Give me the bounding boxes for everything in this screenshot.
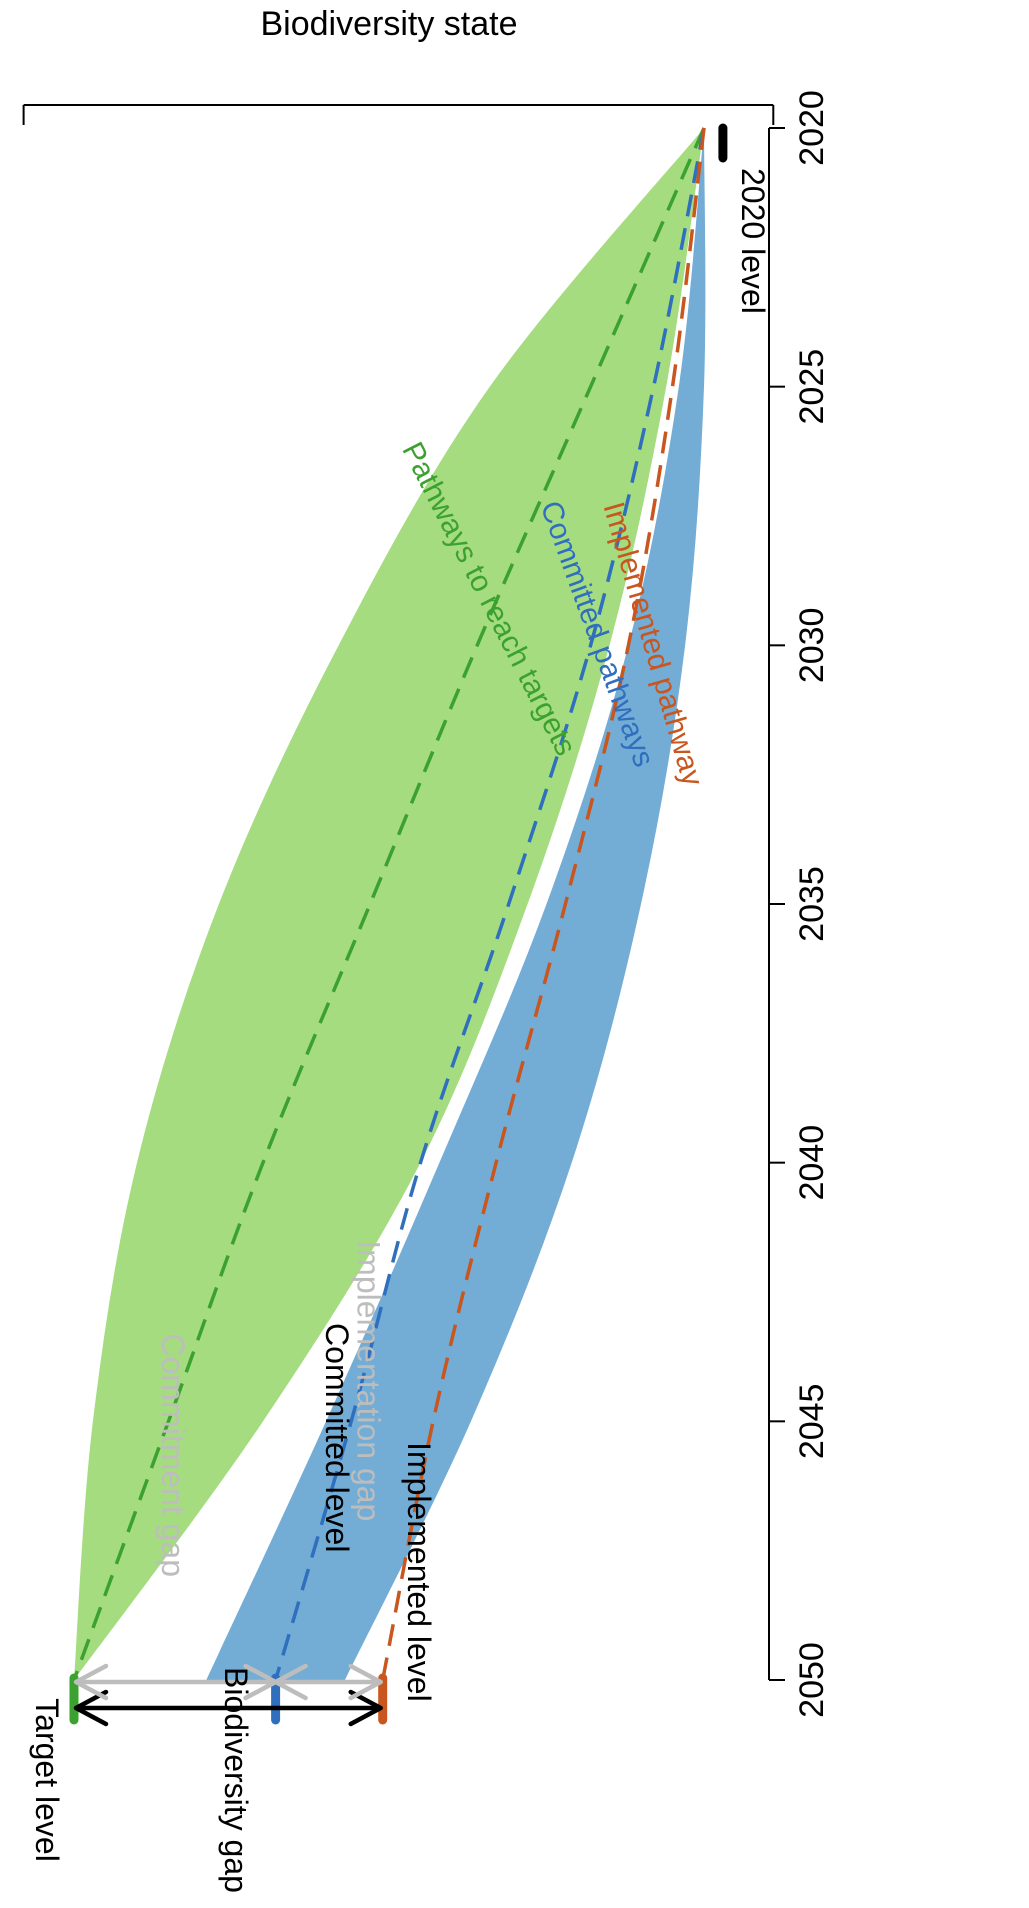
x-tick-label-2020: 2020 (793, 90, 831, 166)
implementation-gap-arrowhead-top (273, 1663, 308, 1701)
committed-pathway-line (273, 127, 706, 1681)
x-tick-label-2035: 2035 (793, 866, 831, 942)
lines-layer (72, 127, 706, 1681)
committed-band (206, 128, 706, 1680)
x-tick-label-2040: 2040 (793, 1125, 831, 1201)
biodiversity-gap-label: Biodiversity gap (218, 1667, 254, 1893)
x-tick-label-2050: 2050 (793, 1642, 831, 1718)
y-axis-label: Biodiversity state (261, 5, 518, 43)
biodiversity-gap-arrowhead-top (73, 1689, 109, 1727)
committed-level-label: Committed level (319, 1323, 355, 1552)
x-tick-label-2025: 2025 (793, 349, 831, 425)
biodiversity-gap-arrowhead-bottom (348, 1689, 383, 1727)
target-level-label: Target level (29, 1698, 65, 1862)
targets-band (74, 128, 704, 1680)
bands-layer (74, 128, 706, 1680)
x-tick-label-2045: 2045 (793, 1384, 831, 1460)
commitment-gap-arrowhead-top (73, 1663, 109, 1701)
level-markers-layer (69, 123, 728, 1725)
commitment-gap-label: Commitment gap (155, 1333, 191, 1577)
target-pathway-line (72, 127, 706, 1681)
implemented-level-label: Implemented level (401, 1442, 437, 1702)
gap-arrows-layer (73, 1663, 383, 1727)
baseline-level-label: 2020 level (735, 168, 771, 314)
implementation-gap-label: Implementation gap (351, 1240, 387, 1521)
implementation-gap-arrowhead-bottom (348, 1663, 383, 1701)
x-tick-label-2030: 2030 (793, 608, 831, 684)
implemented-pathway-line (380, 127, 706, 1681)
axes-layer: 2020 2025 2030 2035 2040 2045 2050 (22, 90, 831, 1718)
